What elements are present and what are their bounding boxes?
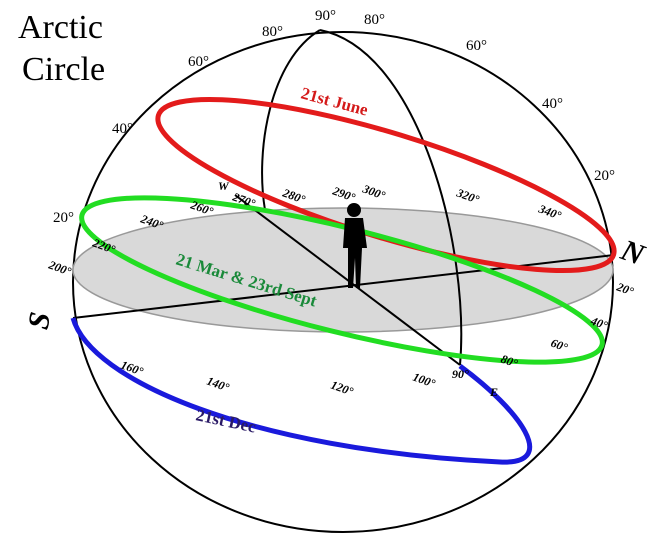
altitude-label: 40°	[542, 96, 563, 112]
path-label: 21st Dec	[194, 405, 258, 436]
title-line: Circle	[22, 51, 105, 88]
azimuth-label: 80°	[499, 352, 520, 371]
altitude-label: 20°	[53, 210, 74, 226]
azimuth-label: 300°	[360, 181, 387, 202]
altitude-label: 60°	[466, 38, 487, 54]
compass-label: E	[489, 385, 498, 399]
title-line: Arctic	[18, 9, 103, 46]
sun-path-diagram: Arctic Circle 80° 90° 80° 60° 60° 40° 40…	[0, 0, 661, 536]
azimuth-label: 90°	[452, 367, 469, 381]
compass-label: W	[218, 179, 230, 193]
altitude-label: 20°	[594, 168, 615, 184]
azimuth-label: 320°	[454, 185, 481, 206]
azimuth-label: 60°	[549, 336, 570, 355]
path-label: 21st June	[299, 84, 371, 120]
altitude-label: 80°	[262, 24, 283, 40]
compass-label: N	[616, 233, 650, 272]
altitude-label: 40°	[112, 121, 133, 137]
azimuth-label: 40°	[588, 313, 610, 332]
compass-label: S	[22, 310, 57, 332]
altitude-label: 80°	[364, 12, 385, 28]
azimuth-label: 200°	[46, 257, 73, 278]
azimuth-label: 100°	[411, 370, 437, 391]
azimuth-label: 140°	[205, 374, 231, 395]
azimuth-label: 340°	[536, 201, 563, 222]
azimuth-label: 290°	[330, 183, 357, 204]
altitude-label: 60°	[188, 54, 209, 70]
meridian	[262, 30, 320, 210]
azimuth-label: 120°	[329, 378, 355, 399]
azimuth-label: 20°	[614, 279, 636, 298]
altitude-label: 90°	[315, 8, 336, 24]
